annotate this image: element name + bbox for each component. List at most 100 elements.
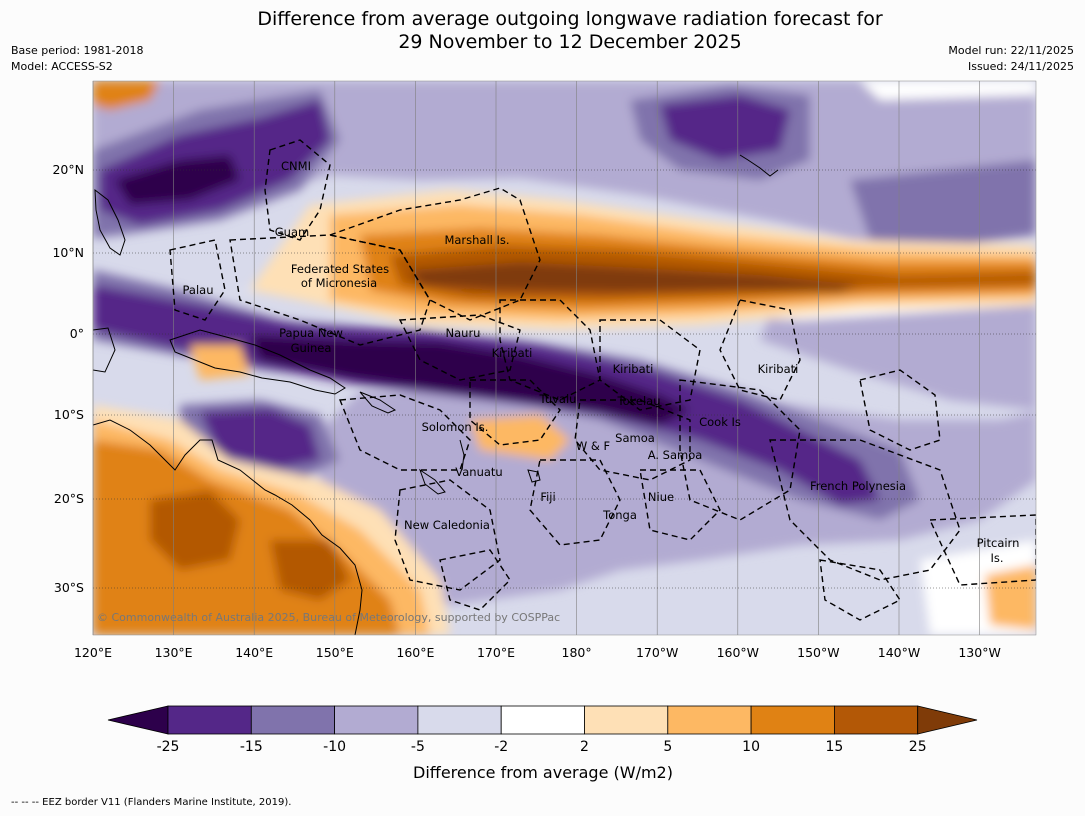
lat-tick-label: 20°N (52, 162, 84, 177)
lon-tick-label: 140°E (235, 645, 273, 660)
eez-border-line (439, 549, 511, 611)
eez-border-line (327, 187, 541, 321)
lat-tick-label: 10°S (54, 407, 84, 422)
colorbar-segment (334, 705, 419, 735)
label-cnmi: CNMI (281, 159, 311, 173)
eez-border-line (639, 469, 721, 541)
region-north-deep-purple (115, 155, 240, 205)
region-pitcairn-orange (985, 565, 1036, 630)
label-tonga: Tonga (602, 508, 637, 522)
label-guam: Guam (275, 225, 309, 239)
lat-tick-label: 20°S (54, 491, 84, 506)
eez-border-line (599, 319, 701, 411)
longitude-axis: 120°E 130°E 140°E 150°E 160°E 170°E 180° 170°W 1… (74, 645, 1001, 660)
new-guinea-coastline (169, 329, 346, 395)
hawaii-coastline (739, 154, 779, 177)
eez-border-line (398, 314, 521, 381)
eez-border-line (499, 299, 601, 401)
philippines-coastline (94, 188, 126, 256)
lon-tick-label: 170°E (477, 645, 515, 660)
colorbar-segment (250, 705, 336, 735)
eez-border-line (264, 139, 331, 241)
vanuatu-coastline (459, 439, 465, 471)
copyright-notice: © Commonwealth of Australia 2025, Bureau… (97, 611, 560, 624)
label-fiji: Fiji (540, 490, 555, 504)
label-niue: Niue (648, 490, 674, 504)
eez-footnote: -- -- -- EEZ border V11 (Flanders Marine… (11, 797, 292, 808)
colorbar-tick-label: 10 (742, 739, 760, 755)
colorbar-tick-label: -25 (157, 739, 180, 755)
region-coral-sea-orange (470, 415, 570, 460)
borneo-coastline (93, 327, 116, 373)
region-solomon-dark-purple (200, 408, 320, 468)
colorbar-tick-label: 2 (580, 739, 589, 755)
colorbar-segment (750, 705, 835, 735)
colorbar (107, 705, 978, 735)
lon-tick-label: 140°W (878, 645, 920, 660)
anomaly-field (93, 81, 1036, 635)
title-line-1: Difference from average outgoing longwav… (257, 8, 883, 30)
region-central-north-dark (660, 95, 790, 160)
lon-tick-label: 170°W (636, 645, 678, 660)
label-samoa: Samoa (615, 431, 655, 445)
eez-border-line (169, 239, 226, 321)
colorbar-segment (417, 705, 502, 735)
colorbar-label: Difference from average (W/m2) (413, 763, 673, 782)
lat-tick-label: 10°N (52, 245, 84, 260)
fiji-coastline (527, 469, 541, 483)
label-marshall-islands: Marshall Is. (444, 233, 509, 247)
eez-border-line (574, 399, 691, 481)
lon-tick-label: 130°E (155, 645, 193, 660)
lon-tick-label: 130°W (958, 645, 1000, 660)
lon-tick-label: 180° (562, 645, 592, 660)
label-pitcairn-line2: Is. (990, 551, 1003, 565)
label-fsm-line1: Federated States (291, 262, 389, 276)
colorbar-tick-label: -5 (411, 739, 425, 755)
label-french-polynesia: French Polynesia (810, 479, 906, 493)
base-period-label: Base period: 1981-2018 (11, 44, 144, 57)
region-northwest-orange (93, 81, 160, 110)
colorbar-tick-label: -2 (494, 739, 508, 755)
colorbar-ticks: -25 -15 -10 -5 -2 2 5 10 15 25 (157, 739, 927, 755)
lat-tick-label: 30°S (54, 580, 84, 595)
eez-border-line (928, 514, 1036, 586)
left-metadata: Base period: 1981-2018 Model: ACCESS-S2 (11, 43, 143, 75)
lon-tick-label: 150°W (797, 645, 839, 660)
colorbar-tick-label: 15 (825, 739, 843, 755)
colorbar-segment (834, 705, 919, 735)
new-caledonia-coastline (419, 468, 446, 495)
label-kiribati-west: Kiribati (492, 346, 533, 360)
colorbar-tick-label: -10 (323, 739, 346, 755)
map-frame (92, 80, 1037, 636)
label-new-caledonia: New Caledonia (404, 518, 490, 532)
label-fsm-line2: of Micronesia (301, 276, 377, 290)
eez-border-line (819, 559, 902, 621)
model-label: Model: ACCESS-S2 (11, 60, 113, 73)
colorbar-segment (500, 705, 585, 735)
chart-title: Difference from average outgoing longwav… (0, 8, 1085, 54)
lat-tick-label: 0° (70, 326, 84, 341)
region-hawaii-white (860, 81, 1036, 100)
coastlines (93, 154, 779, 635)
eez-borders (169, 139, 1036, 621)
colorbar-tick-label: -15 (240, 739, 263, 755)
australia-coastline (93, 419, 363, 635)
eez-border-line (859, 369, 941, 451)
colorbar-segment (167, 705, 252, 735)
label-png-line2: Guinea (291, 341, 332, 355)
label-wallis-futuna: W & F (576, 439, 610, 453)
region-itcz-brown (410, 262, 860, 292)
colorbar-high-extension (917, 705, 978, 735)
region-australia-dark-orange-2 (270, 540, 350, 600)
lon-tick-label: 160°W (717, 645, 759, 660)
colorbar-low-extension (107, 705, 169, 735)
latitude-axis: 20°N 10°N 0° 10°S 20°S 30°S (52, 162, 84, 595)
issued-label: Issued: 24/11/2025 (967, 60, 1074, 73)
label-tuvalu: Tuvalu (539, 392, 577, 406)
label-cook-islands: Cook Is (699, 415, 741, 429)
label-solomon-islands: Solomon Is. (422, 420, 489, 434)
label-vanuatu: Vanuatu (455, 465, 502, 479)
colorbar-tick-label: 25 (909, 739, 927, 755)
label-kiribati-central: Kiribati (613, 362, 654, 376)
eez-border-line (529, 459, 621, 546)
